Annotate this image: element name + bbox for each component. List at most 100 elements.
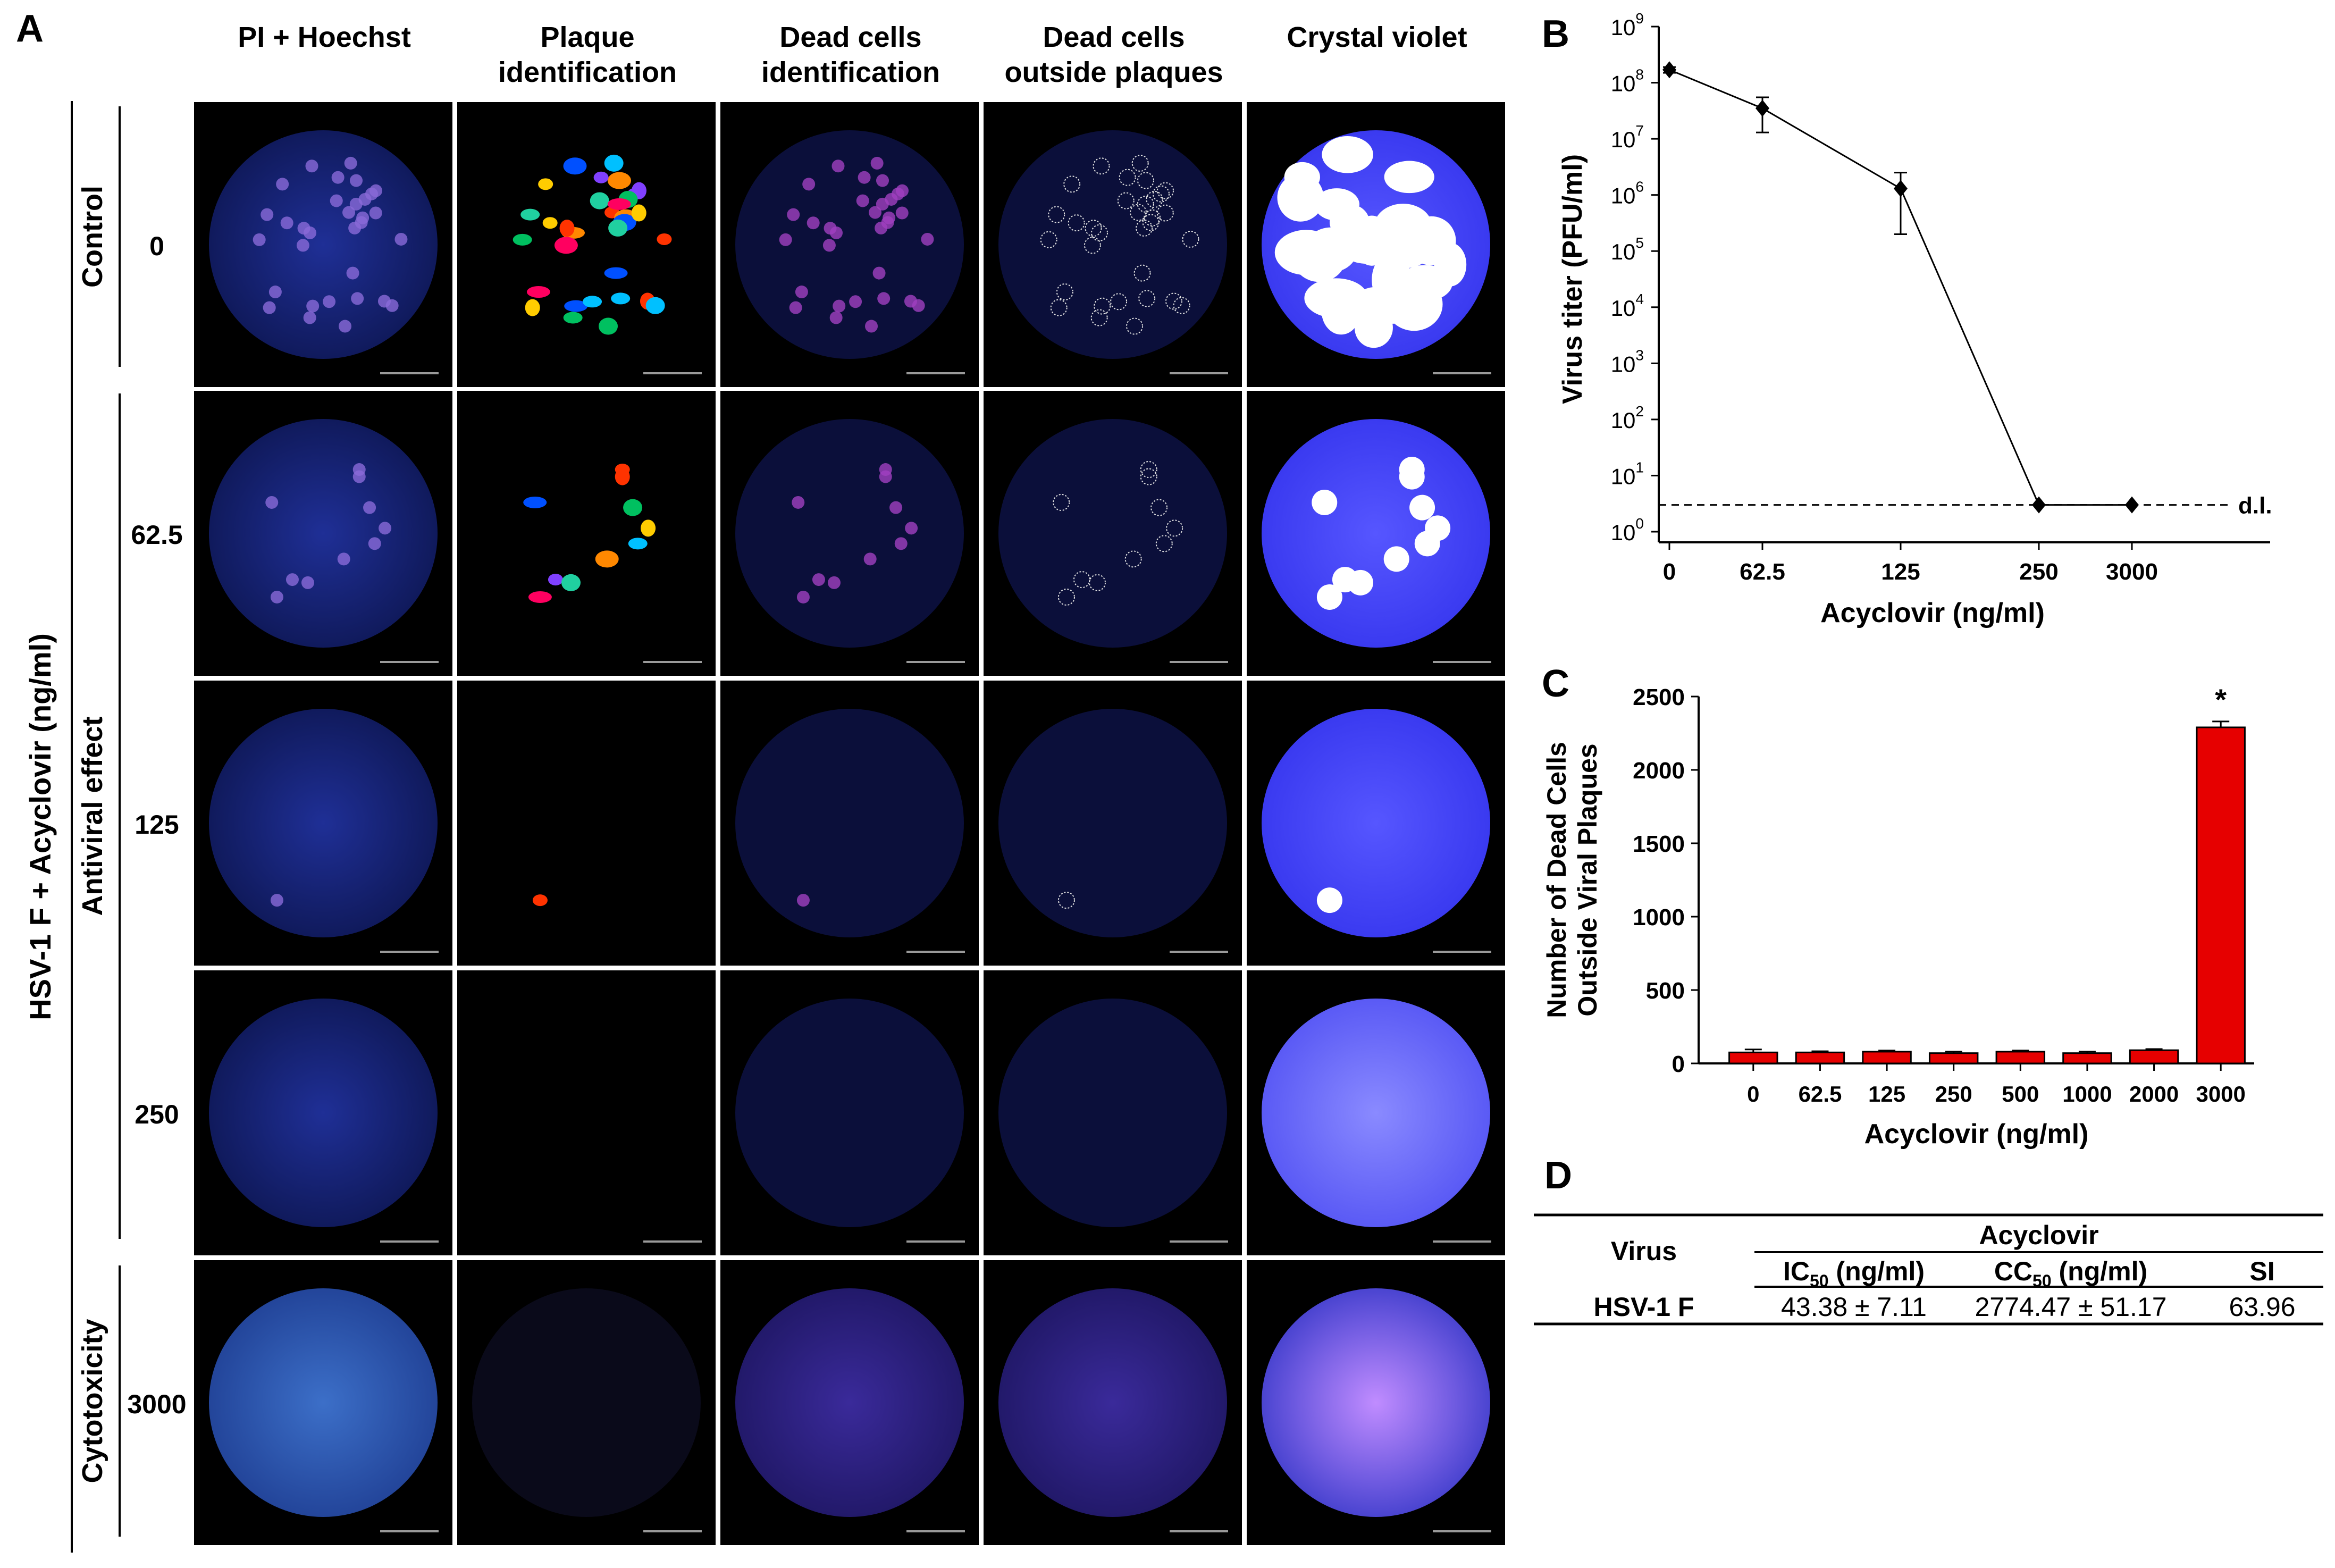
b-point-4	[2125, 496, 2139, 514]
b-xtick-label: 250	[2019, 559, 2058, 585]
well-circle	[735, 709, 964, 937]
b-ytick-label: 109	[1611, 10, 1644, 40]
d-col-si: SI	[2249, 1256, 2274, 1286]
well-circle	[1262, 1288, 1490, 1517]
tile-r1-c3	[984, 391, 1242, 676]
well-circle	[1262, 999, 1490, 1227]
b-ytick-label: 107	[1611, 122, 1644, 152]
well-circle	[209, 709, 438, 937]
well-circle	[472, 1288, 701, 1517]
group-labels: Control Antiviral effect Cytotoxicity	[77, 106, 121, 1537]
b-point-1	[1756, 99, 1769, 117]
c-xtick-label: 62.5	[1799, 1081, 1842, 1106]
b-ytick-label: 101	[1611, 459, 1644, 489]
panel-b-letter: B	[1542, 13, 1569, 55]
column-header-4: Crystal violet	[1287, 21, 1467, 53]
c-ylabel: Outside Viral Plaques	[1573, 743, 1602, 1016]
b-point-0	[1662, 61, 1676, 79]
well-circle	[998, 1288, 1227, 1517]
c-xtick-label: 500	[2002, 1081, 2039, 1106]
column-header-1: Plaque	[540, 21, 634, 53]
tile-r1-c4	[1247, 391, 1505, 676]
row-label-3: 250	[135, 1100, 179, 1129]
tile-r1-c1	[457, 391, 716, 676]
row-label-1: 62.5	[131, 520, 182, 550]
chart-c: 0 500 1000 1500 2000 2500 0 62.5 125 250 500 1000 20…	[1542, 683, 2254, 1150]
tile-r2-c1	[457, 681, 716, 966]
well-circle	[998, 419, 1227, 648]
c-ytick-label: 2000	[1633, 758, 1685, 784]
tile-r0-c4	[1247, 102, 1505, 387]
d-row-cc50: 2774.47 ± 51.17	[1975, 1292, 2166, 1322]
tile-r2-c4	[1247, 681, 1505, 966]
well-circle	[472, 999, 701, 1227]
b-xtick-label: 125	[1881, 559, 1920, 585]
well-circle	[735, 1288, 964, 1517]
c-ytick-label: 1000	[1633, 904, 1685, 930]
b-xtick-label: 3000	[2106, 559, 2158, 585]
row-labels: 0 62.5 125 250 3000	[127, 231, 186, 1419]
tile-r3-c3	[984, 970, 1242, 1255]
c-bar-0	[1728, 1051, 1778, 1064]
c-ytick-label: 500	[1646, 978, 1685, 1004]
c-bar-7	[2196, 726, 2246, 1064]
tile-r0-c2	[720, 102, 979, 387]
well-circle	[998, 130, 1227, 359]
tile-r2-c3	[984, 681, 1242, 966]
table-d: Virus Acyclovir IC50 (ng/ml) CC50 (ng/ml) SI…	[1534, 1213, 2323, 1326]
b-detection-limit-label: d.l.	[2238, 493, 2272, 519]
column-header-1: identification	[498, 56, 677, 88]
well-circle	[209, 419, 438, 648]
tile-r3-c4	[1247, 970, 1505, 1255]
tile-r3-c2	[720, 970, 979, 1255]
c-xtick-label: 0	[1747, 1081, 1759, 1106]
c-xtick-label: 125	[1868, 1081, 1905, 1106]
b-ylabel: Virus titer (PFU/ml)	[1557, 154, 1588, 404]
micrograph-grid	[194, 102, 1505, 1545]
row-label-0: 0	[149, 231, 164, 261]
panel-c-letter: C	[1542, 663, 1569, 705]
c-ylabel: Number of Dead Cells	[1542, 742, 1572, 1018]
b-ytick-label: 105	[1611, 234, 1644, 264]
c-ytick-label: 2500	[1633, 684, 1685, 710]
tile-r0-c1	[457, 102, 716, 387]
tile-r3-c0	[194, 970, 452, 1255]
c-xlabel: Acyclovir (ng/ml)	[1864, 1119, 2089, 1150]
panel-a-letter: A	[16, 7, 44, 50]
c-bar-4	[1995, 1051, 2046, 1064]
tile-r4-c4	[1247, 1260, 1505, 1545]
tile-r4-c3	[984, 1260, 1242, 1545]
well-circle	[209, 999, 438, 1227]
b-xtick-label: 62.5	[1740, 559, 1785, 585]
well-circle	[472, 419, 701, 648]
tile-r4-c0	[194, 1260, 452, 1545]
c-annotation: *	[2215, 683, 2227, 716]
c-bar-5	[2062, 1052, 2112, 1064]
b-ytick-label: 104	[1611, 291, 1644, 321]
tile-r4-c1	[457, 1260, 716, 1545]
b-point-3	[2032, 496, 2046, 514]
d-row-virus: HSV-1 F	[1594, 1292, 1694, 1322]
d-col-ic50: IC50 (ng/ml)	[1783, 1256, 1925, 1290]
well-circle	[1262, 419, 1490, 648]
c-xtick-label: 1000	[2062, 1081, 2112, 1106]
b-xtick-label: 0	[1663, 559, 1676, 585]
c-bar-2	[1862, 1051, 1912, 1064]
well-circle	[735, 999, 964, 1227]
column-header-3: outside plaques	[1004, 56, 1223, 88]
column-header-0: PI + Hoechst	[238, 21, 411, 53]
tile-r3-c1	[457, 970, 716, 1255]
d-col-virus: Virus	[1611, 1236, 1677, 1266]
d-col-cc50: CC50 (ng/ml)	[1994, 1256, 2147, 1290]
tile-r4-c2	[720, 1260, 979, 1545]
column-header-2: Dead cells	[779, 21, 921, 53]
b-series-line	[1669, 69, 2132, 506]
well-circle	[998, 999, 1227, 1227]
tile-r1-c0	[194, 391, 452, 676]
b-ytick-label: 108	[1611, 66, 1644, 96]
outer-row-label: HSV-1 F + Acyclovir (ng/ml)	[23, 633, 57, 1020]
c-bar-1	[1795, 1051, 1845, 1064]
chart-b: 100 101 102 103 104 105 106 107 108 109 0 62.5 125 25…	[1557, 10, 2272, 628]
